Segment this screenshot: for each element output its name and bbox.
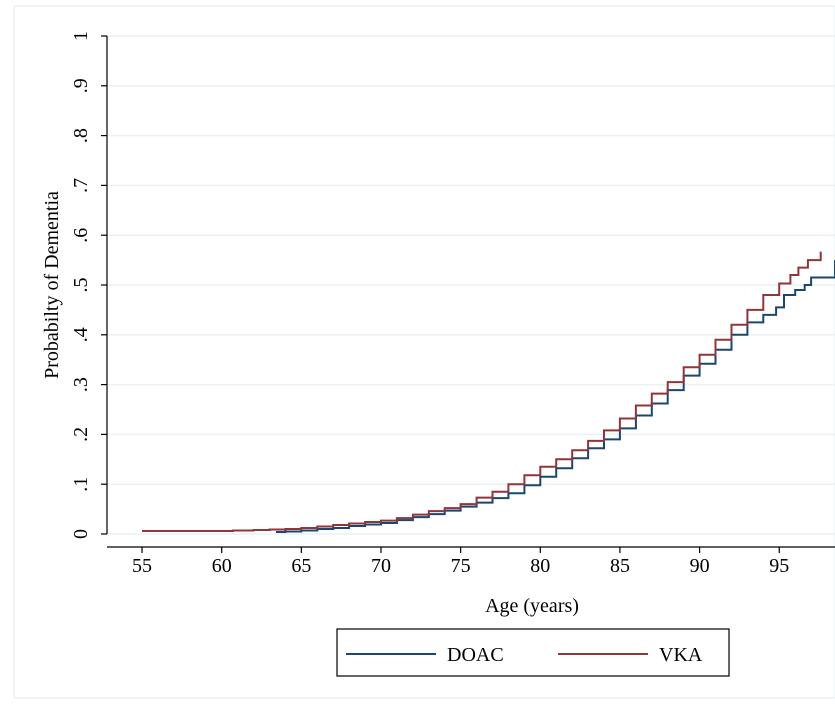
- x-tick-label: 65: [291, 555, 311, 577]
- grid-lines: [107, 35, 835, 535]
- y-tick-label: 1: [70, 31, 92, 41]
- y-tick-label: .5: [70, 278, 92, 293]
- x-tick-label: 70: [371, 555, 391, 577]
- y-tick-label: .7: [70, 178, 92, 193]
- y-tick-label: .4: [70, 327, 92, 342]
- x-tick-label: 85: [610, 555, 630, 577]
- x-tick-label: 55: [132, 555, 152, 577]
- y-tick-label: .2: [70, 427, 92, 442]
- legend-label-doac: DOAC: [447, 644, 504, 666]
- legend-label-vka: VKA: [659, 644, 703, 666]
- x-tick-label: 80: [530, 555, 550, 577]
- axes: 0 .1 .2 .3 .4 .5 .6 .7 .8 .9 1 55 60 65 70 75 80 85 90 95: [70, 31, 835, 577]
- y-axis-title: Probabilty of Dementia: [41, 191, 63, 379]
- series-line-vka: [142, 251, 822, 532]
- y-tick-label: .8: [70, 128, 92, 143]
- series-line-doac: [275, 260, 835, 533]
- x-axis-title: Age (years): [485, 595, 579, 617]
- x-tick-label: 60: [212, 555, 232, 577]
- x-tick-label: 90: [690, 555, 710, 577]
- chart-frame: [13, 5, 835, 699]
- y-tick-label: .6: [70, 228, 92, 243]
- y-tick-label: .1: [70, 477, 92, 492]
- y-tick-label: .9: [70, 78, 92, 93]
- legend: DOAC VKA: [336, 628, 730, 677]
- y-tick-label: .3: [70, 377, 92, 392]
- legend-box: [336, 628, 730, 677]
- y-tick-label: 0: [70, 529, 92, 539]
- x-tick-label: 75: [451, 555, 471, 577]
- x-tick-label: 95: [769, 555, 789, 577]
- series-lines: [142, 251, 835, 533]
